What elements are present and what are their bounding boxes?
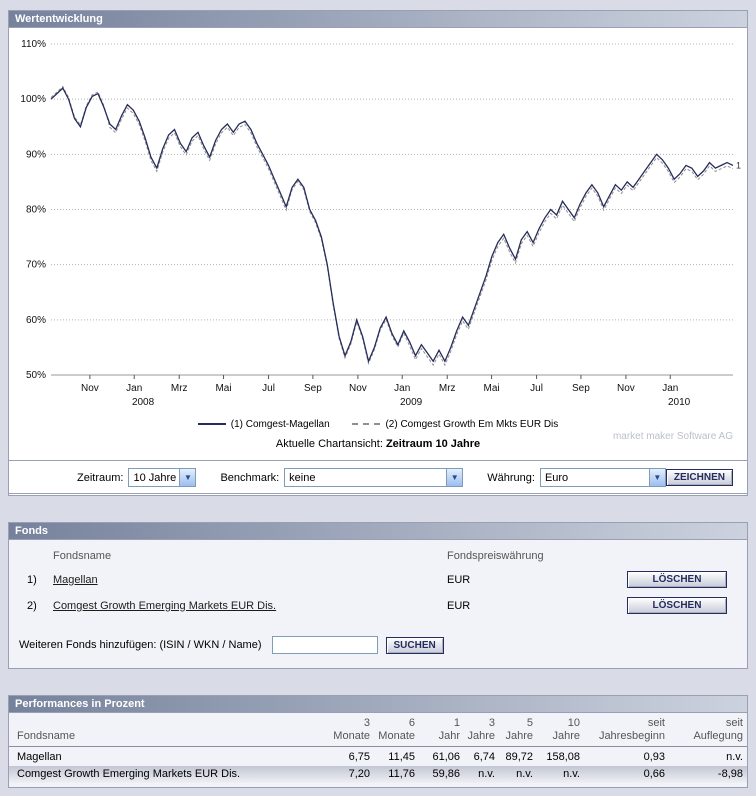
svg-text:Nov: Nov [617, 383, 635, 394]
svg-text:Nov: Nov [81, 383, 99, 394]
zeitraum-select[interactable]: 10 Jahre ▼ [128, 468, 197, 487]
svg-text:70%: 70% [26, 260, 46, 271]
chevron-down-icon[interactable]: ▼ [179, 469, 196, 486]
svg-text:2009: 2009 [400, 397, 423, 408]
fonds-col-name: Fondsname [53, 550, 112, 562]
fonds-table: Fondsname Fondspreiswährung 1) Magellan … [19, 550, 737, 614]
perf-col-inception: seit Auflegung [693, 717, 743, 742]
fonds-col-currency: Fondspreiswährung [447, 550, 544, 562]
fond-currency: EUR [447, 573, 471, 586]
svg-text:Mai: Mai [215, 383, 231, 394]
panel-title: Performances in Prozent [15, 698, 145, 710]
svg-text:Nov: Nov [349, 383, 367, 394]
benchmark-select[interactable]: keine ▼ [284, 468, 464, 487]
delete-fond-button-1[interactable]: LÖSCHEN [627, 571, 727, 588]
fond-link-magellan[interactable]: Magellan [53, 573, 98, 586]
add-fond-row: Weiteren Fonds hinzufügen: (ISIN / WKN /… [19, 636, 737, 654]
chevron-down-icon[interactable]: ▼ [648, 469, 665, 486]
perf-col-1j: 1 Jahr [438, 717, 460, 742]
performances-body: Fondsname 3 Monate 6 Monate 1 Jahr 3 Jahre 5… [9, 713, 747, 787]
benchmark-select-value: keine [289, 471, 316, 484]
vendor-watermark: market maker Software AG [612, 431, 733, 442]
svg-text:Jan: Jan [394, 383, 410, 394]
svg-text:Jan: Jan [662, 383, 678, 394]
svg-text:Mrz: Mrz [439, 383, 456, 394]
zeichnen-button[interactable]: ZEICHNEN [665, 469, 733, 486]
svg-text:Jul: Jul [530, 383, 543, 394]
chart-view-note-label: Aktuelle Chartansicht: [275, 438, 383, 450]
chart-view-note-value: Zeitraum 10 Jahre [385, 438, 481, 450]
benchmark-label: Benchmark: [220, 471, 280, 484]
chart-view-note: Aktuelle Chartansicht: Zeitraum 10 Jahre [9, 430, 747, 460]
perf-col-5j: 5 Jahre [505, 717, 533, 742]
wertentwicklung-panel: Wertentwicklung 50% 60% 70% 80% 90% 100% 110% N… [8, 10, 748, 496]
table-row: Magellan 6,75 11,45 61,06 6,74 89,72 158… [17, 751, 743, 763]
svg-text:Sep: Sep [304, 383, 322, 394]
divider [9, 460, 747, 462]
svg-text:90%: 90% [26, 149, 46, 160]
legend-line-dashed-icon [352, 423, 381, 426]
legend-item-2: (2) Comgest Growth Em Mkts EUR Dis [352, 419, 558, 430]
legend-line-solid-icon [197, 423, 226, 426]
svg-text:100%: 100% [20, 94, 46, 105]
svg-text:Jul: Jul [262, 383, 275, 394]
svg-text:Mai: Mai [484, 383, 500, 394]
fond-row-number: 2) [27, 599, 37, 612]
chart-legend: (1) Comgest-Magellan (2) Comgest Growth … [9, 417, 747, 442]
zeitraum-select-value: 10 Jahre [133, 471, 177, 484]
svg-text:Mrz: Mrz [171, 383, 188, 394]
chart-section: 50% 60% 70% 80% 90% 100% 110% Nov Jan Mrz Mai Jul Se… [9, 28, 747, 495]
svg-text:60%: 60% [26, 315, 46, 326]
divider [9, 493, 747, 495]
fond-search-input[interactable] [271, 636, 378, 654]
waehrung-select[interactable]: Euro ▼ [539, 468, 666, 487]
perf-col-6m: 6 Monate [378, 717, 415, 742]
perf-col-fondsname: Fondsname [17, 730, 76, 742]
perf-col-10j: 10 Jahre [552, 717, 580, 742]
fonds-panel: Fonds Fondsname Fondspreiswährung 1) Mag… [8, 522, 748, 669]
legend-label-1: (1) Comgest-Magellan [230, 419, 330, 430]
svg-text:1: 1 [736, 160, 741, 170]
legend-item-1: (1) Comgest-Magellan [197, 419, 330, 430]
performance-chart: 50% 60% 70% 80% 90% 100% 110% Nov Jan Mrz Mai Jul Se… [9, 30, 747, 414]
performances-header: Performances in Prozent [9, 696, 747, 713]
fond-row-number: 1) [27, 573, 37, 586]
fond-currency: EUR [447, 599, 471, 612]
delete-fond-button-2[interactable]: LÖSCHEN [627, 597, 727, 614]
panel-title: Wertentwicklung [15, 13, 103, 25]
fonds-header: Fonds [9, 523, 747, 540]
panel-title: Fonds [15, 525, 48, 537]
zeitraum-label: Zeitraum: [77, 471, 124, 484]
legend-label-2: (2) Comgest Growth Em Mkts EUR Dis [385, 419, 559, 430]
svg-text:Jan: Jan [126, 383, 142, 394]
performances-panel: Performances in Prozent Fondsname 3 Monat… [8, 695, 748, 788]
chevron-down-icon[interactable]: ▼ [446, 469, 463, 486]
suchen-button[interactable]: SUCHEN [385, 636, 444, 654]
svg-text:Sep: Sep [572, 383, 590, 394]
chart-controls: Zeitraum: 10 Jahre ▼ Benchmark: keine ▼ … [9, 462, 747, 493]
perf-col-3m: 3 Monate [333, 717, 370, 742]
fond-link-comgest[interactable]: Comgest Growth Emerging Markets EUR Dis. [53, 599, 277, 612]
performances-table-header: Fondsname 3 Monate 6 Monate 1 Jahr 3 Jahre 5… [9, 717, 747, 747]
waehrung-label: Währung: [487, 471, 535, 484]
waehrung-select-value: Euro [544, 471, 569, 484]
svg-text:80%: 80% [26, 205, 46, 216]
svg-text:2010: 2010 [668, 397, 691, 408]
fonds-body: Fondsname Fondspreiswährung 1) Magellan … [9, 540, 747, 668]
perf-col-ytd: seit Jahresbeginn [598, 717, 665, 742]
table-row-highlighted: Comgest Growth Emerging Markets EUR Dis.… [9, 766, 747, 783]
perf-col-3j: 3 Jahre [467, 717, 495, 742]
wertentwicklung-header: Wertentwicklung [9, 11, 747, 28]
svg-text:50%: 50% [26, 370, 46, 381]
add-fond-label: Weiteren Fonds hinzufügen: (ISIN / WKN /… [19, 639, 262, 651]
svg-text:2008: 2008 [132, 397, 155, 408]
svg-text:110%: 110% [21, 39, 46, 50]
